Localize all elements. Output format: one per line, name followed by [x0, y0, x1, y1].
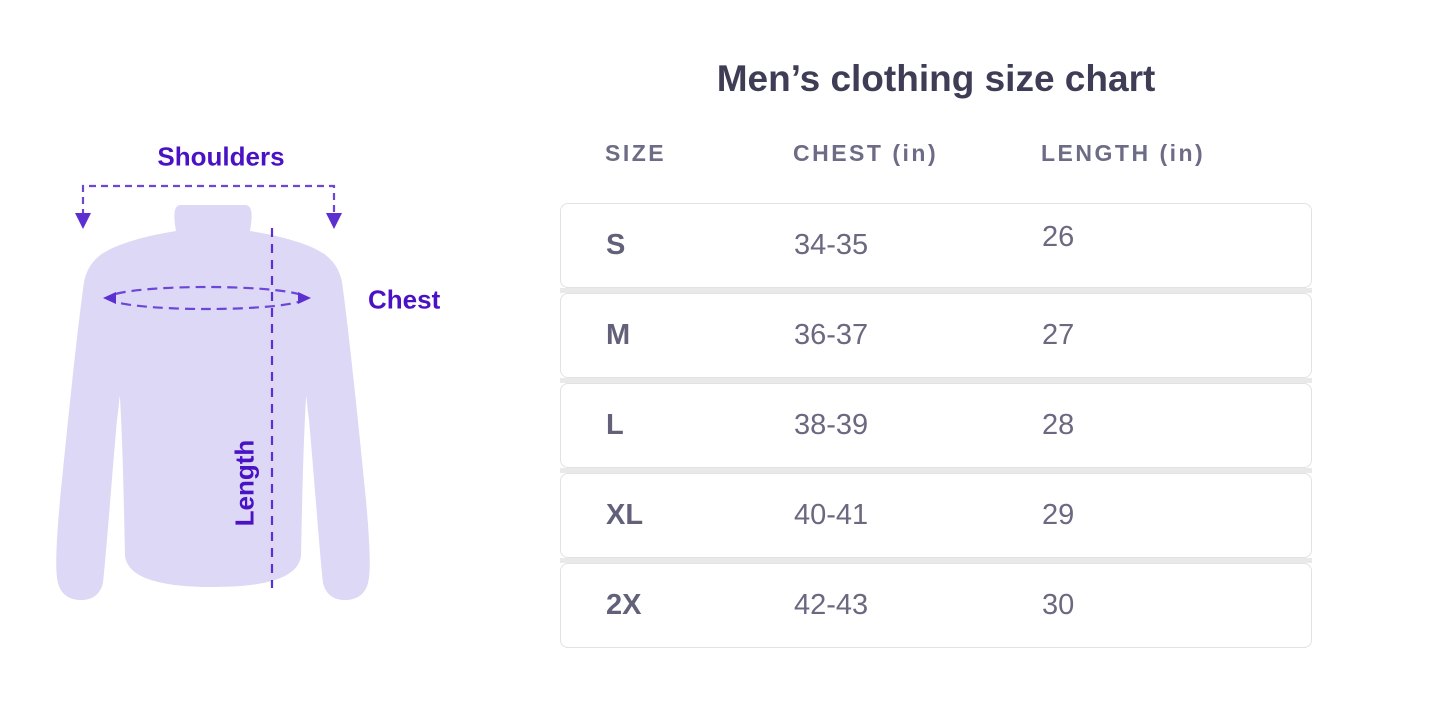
- size-cell: M: [606, 319, 631, 351]
- row-divider: [560, 558, 1312, 563]
- chest-cell: 42-43: [794, 589, 869, 621]
- shirt-silhouette: [56, 205, 370, 600]
- length-cell: 29: [1042, 499, 1075, 531]
- table-header-row: SIZE CHEST (in) LENGTH (in): [560, 140, 1312, 167]
- chest-cell: 34-35: [794, 229, 869, 261]
- column-header-size: SIZE: [605, 140, 667, 166]
- table-row: 2X 42-43 30: [560, 563, 1312, 648]
- size-cell: XL: [606, 499, 644, 531]
- chest-measure-ellipse: [103, 285, 311, 311]
- length-cell: 27: [1042, 319, 1075, 351]
- length-cell: 30: [1042, 589, 1075, 621]
- column-header-length: LENGTH (in): [1041, 140, 1206, 166]
- shirt-illustration: [56, 184, 370, 600]
- shoulders-measure-arrow: [81, 184, 336, 216]
- chest-cell: 36-37: [794, 319, 869, 351]
- shoulders-arrowheads: [75, 213, 342, 229]
- size-cell: 2X: [606, 589, 642, 621]
- column-header-chest: CHEST (in): [793, 140, 939, 166]
- table-row: S 34-35 26: [560, 203, 1312, 288]
- row-divider: [560, 468, 1312, 473]
- size-cell: S: [606, 229, 626, 261]
- length-cell: 28: [1042, 409, 1075, 441]
- length-cell: 26: [1042, 221, 1075, 253]
- table-row: M 36-37 27: [560, 293, 1312, 378]
- table-row: L 38-39 28: [560, 383, 1312, 468]
- table-row: XL 40-41 29: [560, 473, 1312, 558]
- row-divider: [560, 378, 1312, 383]
- size-chart-panel: Men’s clothing size chart SIZE CHEST (in…: [560, 0, 1312, 725]
- size-cell: L: [606, 409, 624, 441]
- chest-label: Chest: [368, 284, 441, 315]
- shirt-measurement-diagram: Shoulders Chest Length: [0, 0, 500, 725]
- length-label: Length: [229, 439, 260, 527]
- chest-cell: 40-41: [794, 499, 869, 531]
- table-body: S 34-35 26 M 36-37 27 L 38-39 28 XL 40-4…: [560, 203, 1312, 648]
- shoulders-label: Shoulders: [157, 141, 285, 172]
- row-divider: [560, 288, 1312, 293]
- page-title: Men’s clothing size chart: [716, 58, 1156, 99]
- chest-cell: 38-39: [794, 409, 869, 441]
